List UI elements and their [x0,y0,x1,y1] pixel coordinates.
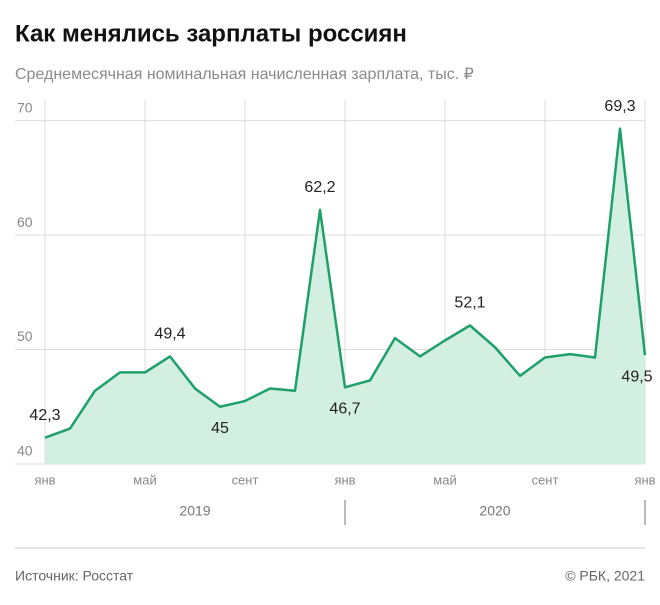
x-tick-label: янв [634,472,655,487]
year-label: 2019 [179,503,210,519]
value-label: 45 [211,420,229,437]
x-tick-label: сент [532,472,559,487]
x-tick-label: май [433,472,456,487]
x-tick-label: янв [334,472,355,487]
value-label: 49,5 [621,368,652,385]
copyright: © РБК, 2021 [565,568,645,584]
x-tick-label: янв [34,472,55,487]
y-tick-label: 70 [17,99,33,115]
y-tick-label: 40 [17,443,33,459]
value-label: 42,3 [29,407,60,424]
x-tick-label: май [133,472,156,487]
value-label: 49,4 [154,326,185,343]
y-tick-label: 50 [17,328,33,344]
area-fill [45,128,645,465]
chart-title: Как менялись зарплаты россиян [15,20,407,47]
x-tick-label: сент [232,472,259,487]
value-label: 69,3 [604,98,635,115]
y-tick-label: 60 [17,214,33,230]
line [44,127,647,439]
value-label: 62,2 [304,179,335,196]
value-label: 52,1 [454,295,485,312]
year-label: 2020 [479,503,510,519]
value-label: 46,7 [329,401,360,418]
chart-subtitle: Среднемесячная номинальная начисленная з… [15,66,474,83]
source: Источник: Росстат [15,568,134,584]
